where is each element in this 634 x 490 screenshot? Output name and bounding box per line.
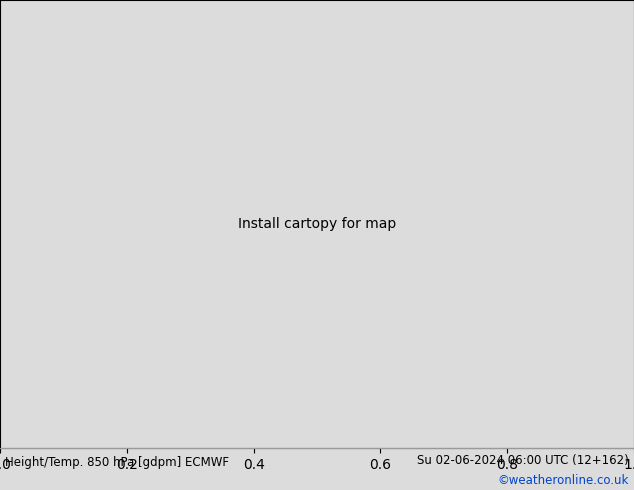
Text: ©weatheronline.co.uk: ©weatheronline.co.uk xyxy=(498,474,629,488)
Text: Height/Temp. 850 hPa [gdpm] ECMWF: Height/Temp. 850 hPa [gdpm] ECMWF xyxy=(5,456,229,469)
Text: Su 02-06-2024 06:00 UTC (12+162): Su 02-06-2024 06:00 UTC (12+162) xyxy=(417,454,629,466)
Text: Install cartopy for map: Install cartopy for map xyxy=(238,217,396,231)
